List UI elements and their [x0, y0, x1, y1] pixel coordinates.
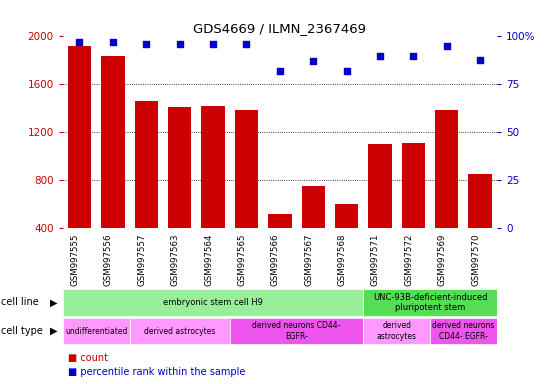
Bar	[230, 318, 363, 344]
Text: ■ count: ■ count	[68, 353, 108, 363]
Point	[276, 68, 284, 74]
Text: ▶: ▶	[50, 326, 57, 336]
Text: GSM997572: GSM997572	[405, 233, 413, 286]
Text: GSM997555: GSM997555	[70, 233, 80, 286]
Point	[309, 58, 318, 65]
Text: GSM997563: GSM997563	[171, 233, 180, 286]
Point	[175, 41, 184, 47]
Bar	[129, 318, 230, 344]
Bar	[301, 187, 325, 228]
Bar	[63, 318, 129, 344]
Point	[342, 68, 351, 74]
Bar	[268, 214, 292, 228]
Bar	[369, 144, 391, 228]
Point	[242, 41, 251, 47]
Point	[409, 53, 418, 59]
Text: GSM997570: GSM997570	[471, 233, 480, 286]
Bar	[168, 107, 191, 228]
Text: ▶: ▶	[50, 297, 57, 308]
Text: UNC-93B-deficient-induced
pluripotent stem: UNC-93B-deficient-induced pluripotent st…	[373, 293, 488, 312]
Bar	[335, 204, 358, 228]
Text: GSM997568: GSM997568	[337, 233, 347, 286]
Bar	[68, 46, 91, 228]
Bar	[235, 110, 258, 228]
Point	[209, 41, 217, 47]
Bar	[435, 110, 459, 228]
Text: derived neurons
CD44- EGFR-: derived neurons CD44- EGFR-	[432, 321, 495, 341]
Title: GDS4669 / ILMN_2367469: GDS4669 / ILMN_2367469	[193, 22, 366, 35]
Text: GSM997565: GSM997565	[238, 233, 246, 286]
Text: GSM997557: GSM997557	[137, 233, 146, 286]
Bar	[63, 289, 363, 316]
Bar	[363, 289, 497, 316]
Bar	[402, 143, 425, 228]
Text: derived neurons CD44-
EGFR-: derived neurons CD44- EGFR-	[252, 321, 341, 341]
Text: GSM997566: GSM997566	[271, 233, 280, 286]
Text: GSM997569: GSM997569	[438, 233, 447, 286]
Point	[142, 41, 151, 47]
Text: GSM997564: GSM997564	[204, 233, 213, 286]
Bar	[363, 318, 430, 344]
Text: undifferentiated: undifferentiated	[65, 327, 127, 336]
Bar	[101, 56, 124, 228]
Text: embryonic stem cell H9: embryonic stem cell H9	[163, 298, 263, 307]
Point	[75, 39, 84, 45]
Text: GSM997571: GSM997571	[371, 233, 380, 286]
Point	[442, 43, 451, 49]
Text: cell type: cell type	[1, 326, 43, 336]
Bar	[430, 318, 497, 344]
Bar	[134, 101, 158, 228]
Text: derived astrocytes: derived astrocytes	[144, 327, 215, 336]
Point	[109, 39, 117, 45]
Bar	[201, 106, 225, 228]
Point	[476, 56, 484, 63]
Text: GSM997556: GSM997556	[104, 233, 113, 286]
Text: ■ percentile rank within the sample: ■ percentile rank within the sample	[68, 366, 246, 377]
Text: GSM997567: GSM997567	[304, 233, 313, 286]
Text: cell line: cell line	[1, 297, 39, 308]
Point	[376, 53, 384, 59]
Text: derived
astrocytes: derived astrocytes	[377, 321, 417, 341]
Bar	[468, 174, 492, 228]
